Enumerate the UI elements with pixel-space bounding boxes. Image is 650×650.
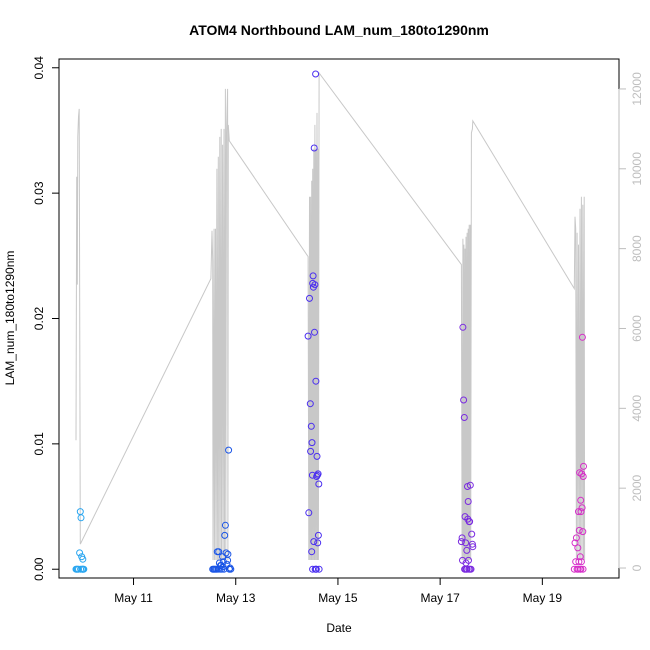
y-tick-label: 0.03 <box>32 181 46 205</box>
y2-tick-label: 10000 <box>630 152 644 186</box>
data-point <box>468 530 476 538</box>
data-point <box>76 549 84 557</box>
data-point <box>215 548 223 556</box>
data-point <box>577 508 585 516</box>
data-point <box>462 539 470 547</box>
x-tick-label: May 13 <box>216 591 256 605</box>
y-axis-title: LAM_num_180to1290nm <box>3 251 17 386</box>
data-point <box>579 565 587 573</box>
data-point <box>578 504 586 512</box>
data-point <box>312 70 320 78</box>
data-point <box>463 546 471 554</box>
data-point <box>572 534 580 542</box>
data-point <box>579 473 587 480</box>
data-point <box>312 377 320 385</box>
y2-tick-label: 2000 <box>630 475 644 502</box>
data-point <box>460 396 468 404</box>
data-point <box>574 544 582 552</box>
data-point <box>308 548 316 556</box>
data-point <box>576 553 584 561</box>
data-point <box>79 555 87 563</box>
y2-tick-label: 4000 <box>630 395 644 422</box>
data-point <box>78 565 86 573</box>
y2-tick-label: 12000 <box>630 72 644 106</box>
data-point <box>311 281 319 289</box>
data-point <box>310 144 318 152</box>
data-point <box>314 539 322 547</box>
data-point <box>577 565 585 573</box>
data-point <box>575 526 583 534</box>
x-tick-label: May 15 <box>318 591 358 605</box>
secondary-y-axis: 0 2000 4000 6000 8000 10000 12000 <box>618 72 644 571</box>
secondary-line-layer <box>75 71 586 561</box>
data-point <box>578 333 586 341</box>
data-point <box>574 565 582 573</box>
y-axis: 0.00 0.01 0.02 0.03 0.04 <box>32 56 59 581</box>
y-tick-label: 0.01 <box>32 432 46 456</box>
y-tick-label: 0.04 <box>32 56 46 80</box>
data-point <box>458 534 466 542</box>
data-point <box>577 558 585 566</box>
data-point <box>225 446 233 454</box>
data-point <box>227 565 235 573</box>
plot-frame <box>58 58 620 579</box>
chart-title: ATOM4 Northbound LAM_num_180to1290nm <box>189 22 489 38</box>
data-point <box>461 565 469 573</box>
secondary-series-line <box>75 71 586 561</box>
data-point <box>577 496 585 504</box>
data-point <box>310 538 318 546</box>
data-point <box>314 531 322 539</box>
data-point <box>460 414 468 421</box>
data-point <box>226 564 234 572</box>
data-point <box>580 462 587 470</box>
data-point <box>466 518 474 526</box>
data-point <box>221 521 229 529</box>
data-point <box>224 550 232 558</box>
x-axis: May 11 May 13 May 15 May 17 May 19 <box>114 577 563 605</box>
x-axis-title: Date <box>326 621 352 635</box>
data-point <box>464 498 472 505</box>
data-point <box>304 332 312 340</box>
y-tick-label: 0.02 <box>32 306 46 330</box>
data-point <box>309 565 317 573</box>
data-point <box>469 543 477 551</box>
data-point <box>459 323 467 331</box>
data-point <box>315 480 323 488</box>
data-point <box>314 470 322 478</box>
data-point <box>457 538 465 546</box>
x-tick-label: May 11 <box>114 591 153 605</box>
data-point <box>77 514 85 522</box>
data-point <box>579 528 587 536</box>
data-point <box>312 565 320 573</box>
y-tick-label: 0.00 <box>32 557 46 581</box>
data-point <box>222 549 230 557</box>
data-point <box>308 439 316 447</box>
data-point <box>305 509 313 517</box>
x-tick-label: May 19 <box>523 591 563 605</box>
data-point <box>309 272 317 280</box>
data-point <box>307 447 315 455</box>
data-point <box>219 563 227 571</box>
y2-tick-label: 8000 <box>630 235 644 262</box>
data-point <box>306 294 313 302</box>
data-point <box>311 328 318 336</box>
data-point <box>575 508 582 516</box>
data-point <box>466 481 474 489</box>
data-point <box>465 556 472 564</box>
data-point <box>313 452 321 460</box>
data-point <box>468 540 476 548</box>
data-point <box>221 531 229 539</box>
data-point <box>306 400 314 408</box>
points-layer <box>72 70 587 573</box>
y2-tick-label: 0 <box>630 564 644 571</box>
x-tick-label: May 17 <box>420 591 460 605</box>
y2-tick-label: 6000 <box>630 315 644 342</box>
data-point <box>307 422 315 430</box>
data-point <box>575 558 583 566</box>
